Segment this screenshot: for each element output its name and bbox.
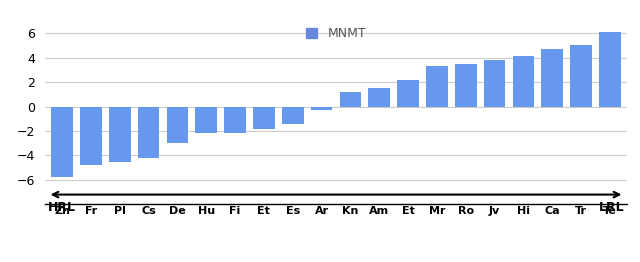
- Bar: [224, 107, 246, 133]
- Bar: [541, 49, 563, 107]
- Bar: [195, 107, 217, 133]
- Bar: [166, 107, 188, 143]
- Text: LRL: LRL: [598, 201, 624, 214]
- Bar: [426, 66, 448, 107]
- Bar: [455, 64, 477, 107]
- Bar: [51, 107, 73, 177]
- Bar: [570, 45, 592, 107]
- Bar: [484, 60, 506, 107]
- Bar: [138, 107, 159, 158]
- Bar: [253, 107, 275, 129]
- Bar: [282, 107, 303, 124]
- Bar: [599, 32, 621, 107]
- Bar: [340, 92, 361, 107]
- Bar: [397, 80, 419, 107]
- Bar: [109, 107, 131, 162]
- Text: HRL: HRL: [48, 201, 76, 214]
- Bar: [311, 107, 332, 110]
- Bar: [513, 56, 534, 107]
- Legend: MNMT: MNMT: [306, 27, 366, 40]
- Bar: [80, 107, 102, 165]
- Bar: [369, 88, 390, 107]
